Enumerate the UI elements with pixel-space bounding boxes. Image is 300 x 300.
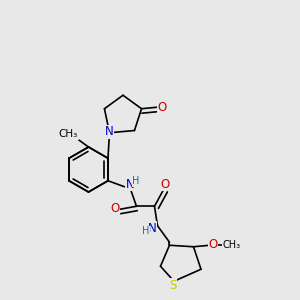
Text: N: N <box>125 178 134 191</box>
Text: H: H <box>142 226 150 236</box>
Text: S: S <box>169 279 176 292</box>
Text: H: H <box>132 176 140 186</box>
Text: O: O <box>157 101 167 114</box>
Text: N: N <box>148 222 157 235</box>
Text: O: O <box>208 238 217 251</box>
Text: N: N <box>105 125 114 138</box>
Text: CH₃: CH₃ <box>59 129 78 140</box>
Text: O: O <box>110 202 119 215</box>
Text: O: O <box>160 178 169 191</box>
Text: CH₃: CH₃ <box>222 240 240 250</box>
